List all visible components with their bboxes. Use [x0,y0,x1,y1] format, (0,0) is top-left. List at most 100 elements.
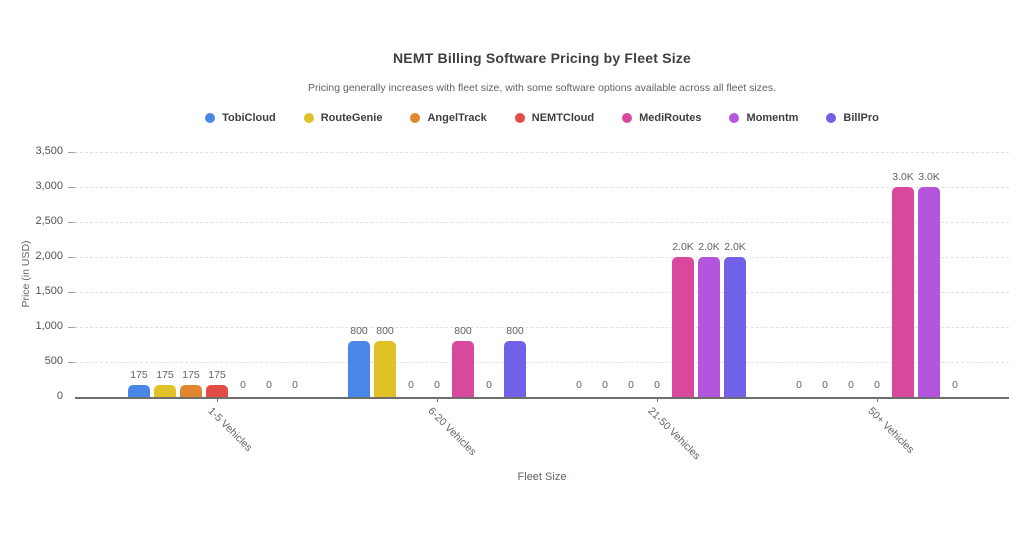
x-tick-mark [657,397,658,402]
bar-value-label: 0 [628,379,634,391]
y-tick-mark [68,292,75,293]
legend-label: Momentm [746,112,799,124]
legend-label: NEMTCloud [531,112,595,124]
bar-mediroutes-50+-vehicles [892,187,914,397]
bar-mediroutes-6-20-vehicles [452,341,474,397]
bar-routegenie-6-20-vehicles [374,341,396,397]
bar-tobicloud-6-20-vehicles [348,341,370,397]
bar-value-label: 0 [408,379,414,391]
legend-label: RouteGenie [320,112,383,124]
bar-billpro-6-20-vehicles [504,341,526,397]
bar-value-label: 800 [506,325,524,337]
legend-label: TobiCloud [222,112,276,124]
legend-dot-icon [729,113,740,123]
x-axis-title: Fleet Size [517,471,567,483]
bar-value-label: 0 [796,379,802,391]
legend-dot-icon [303,113,314,123]
bar-value-label: 0 [576,379,582,391]
bar-value-label: 0 [434,379,440,391]
bar-momentm-21-50-vehicles [698,257,720,397]
x-tick-label: 50+ Vehicles [865,405,917,456]
bar-value-label: 2.0K [672,241,694,253]
bar-momentm-50+-vehicles [918,187,940,397]
y-tick-mark [68,327,75,328]
y-tick-label: 2,500 [35,215,63,227]
bar-mediroutes-21-50-vehicles [672,257,694,397]
y-axis-tick-labels: 0 500 1,000 1,500 2,000 2,500 3,000 3,500 [0,145,63,402]
legend-item-tobicloud: TobiCloud [205,112,276,124]
x-tick-mark [877,397,878,402]
y-tick-mark [68,257,75,258]
chart-header: NEMT Billing Software Pricing by Fleet S… [75,0,1009,94]
bar-value-label: 3.0K [918,171,940,183]
legend-item-routegenie: RouteGenie [303,112,383,124]
bar-value-label: 175 [156,369,174,381]
bar-value-label: 175 [182,369,200,381]
x-tick-mark [437,397,438,402]
y-tick-label: 2,000 [35,250,63,262]
legend-item-mediroutes: MediRoutes [622,112,701,124]
bar-value-label: 800 [454,325,472,337]
gridline [68,292,1009,293]
legend-dot-icon [826,113,837,123]
bar-value-label: 0 [240,379,246,391]
y-tick-label: 500 [44,355,63,367]
bar-billpro-21-50-vehicles [724,257,746,397]
gridline [68,362,1009,363]
chart-title: NEMT Billing Software Pricing by Fleet S… [393,50,691,66]
legend-label: MediRoutes [639,112,702,124]
y-tick-label: 3,500 [35,145,63,157]
bar-value-label: 0 [292,379,298,391]
legend-dot-icon [205,113,216,123]
y-tick-mark [68,152,75,153]
bar-value-label: 0 [486,379,492,391]
bar-value-label: 0 [952,379,958,391]
legend-item-nemtcloud: NEMTCloud [514,112,595,124]
bar-value-label: 0 [848,379,854,391]
y-tick-label: 3,000 [35,180,63,192]
y-tick-label: 1,000 [35,320,63,332]
chart-subtitle: Pricing generally increases with fleet s… [307,82,777,94]
bar-routegenie-1-5-vehicles [154,385,176,397]
gridline [68,222,1009,223]
legend-item-billpro: BillPro [826,112,879,124]
legend-item-angeltrack: AngelTrack [410,112,487,124]
legend-dot-icon [514,113,525,123]
gridline [68,152,1009,153]
legend-dot-icon [622,113,633,123]
bar-angeltrack-1-5-vehicles [180,385,202,397]
bar-value-label: 800 [376,325,394,337]
bar-value-label: 175 [130,369,148,381]
legend: TobiCloud RouteGenie AngelTrack NEMTCloud Me… [75,109,1009,127]
gridline [68,327,1009,328]
x-tick-label: 6-20 Vehicles [425,405,479,459]
y-tick-mark [68,222,75,223]
x-tick-label: 1-5 Vehicles [205,405,255,454]
bar-value-label: 2.0K [724,241,746,253]
legend-label: AngelTrack [427,112,487,124]
y-tick-label: 1,500 [35,285,63,297]
bar-value-label: 2.0K [698,241,720,253]
y-tick-mark [68,362,75,363]
bar-value-label: 0 [266,379,272,391]
legend-dot-icon [410,113,421,123]
x-tick-label: 21-50 Vehicles [645,405,703,463]
bar-value-label: 0 [602,379,608,391]
y-tick-label: 0 [56,390,63,402]
y-tick-mark [68,187,75,188]
bar-nemtcloud-1-5-vehicles [206,385,228,397]
x-tick-mark [217,397,218,402]
bar-value-label: 800 [350,325,368,337]
plot-area: 175 175 175 175 0 0 0 800 800 0 0 800 0 800 0 0 0 0 2.0K 2.… [68,152,1009,402]
bar-value-label: 175 [208,369,226,381]
bar-value-label: 0 [874,379,880,391]
bar-value-label: 0 [654,379,660,391]
legend-item-momentm: Momentm [729,112,798,124]
gridline [68,187,1009,188]
bar-value-label: 3.0K [892,171,914,183]
gridline [68,257,1009,258]
bar-value-label: 0 [822,379,828,391]
bar-tobicloud-1-5-vehicles [128,385,150,397]
legend-label: BillPro [843,112,879,124]
